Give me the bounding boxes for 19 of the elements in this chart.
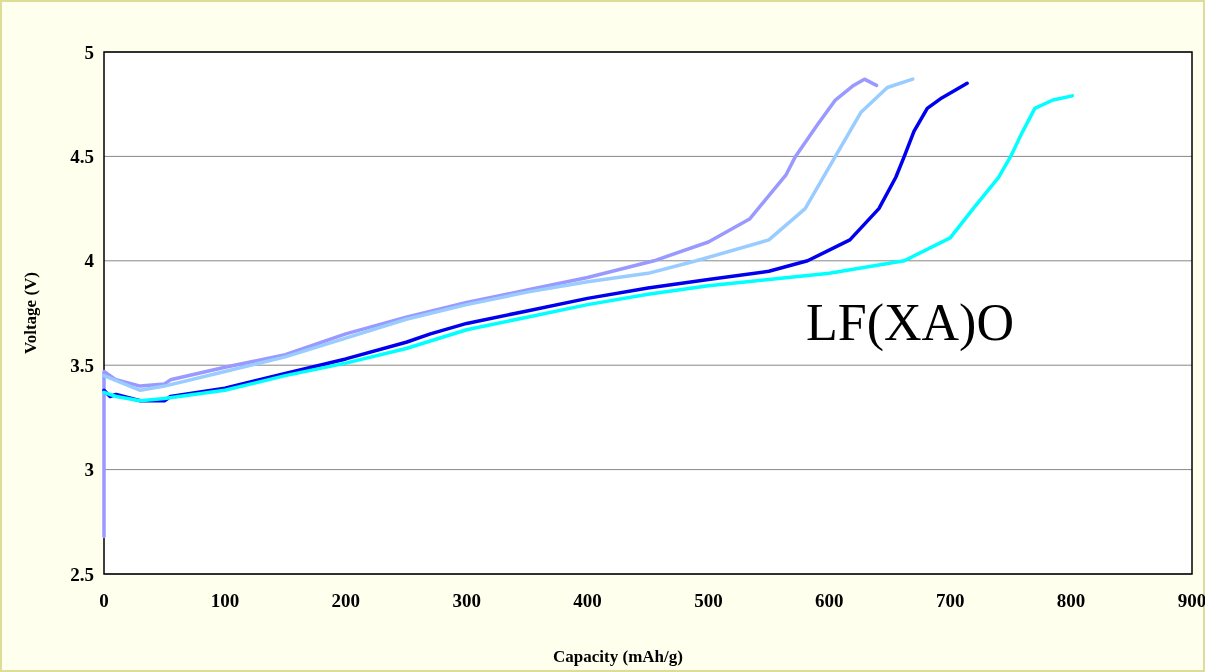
x-tick-label: 500 (694, 590, 723, 611)
y-tick-label: 5 (84, 41, 94, 63)
y-tick-label: 4 (84, 250, 95, 272)
y-axis-title: Voltage (V) (21, 272, 40, 354)
x-tick-label: 600 (815, 590, 844, 611)
x-tick-label: 200 (331, 590, 361, 611)
x-tick-label: 900 (1177, 590, 1205, 611)
x-tick-label: 400 (573, 590, 602, 611)
y-tick-label: 3.5 (70, 354, 94, 376)
x-tick-label: 0 (99, 590, 109, 611)
x-tick-label: 100 (210, 590, 240, 611)
x-tick-label: 300 (452, 590, 481, 611)
y-tick-label: 3 (84, 459, 94, 481)
x-tick-label: 700 (935, 590, 965, 611)
y-tick-label: 4.5 (70, 146, 94, 168)
annotation: LF(XA)O (806, 294, 1014, 352)
y-tick-label: 2.5 (70, 563, 94, 585)
x-tick-label: 800 (1056, 590, 1086, 611)
x-axis-title: Capacity (mAh/g) (553, 647, 683, 666)
